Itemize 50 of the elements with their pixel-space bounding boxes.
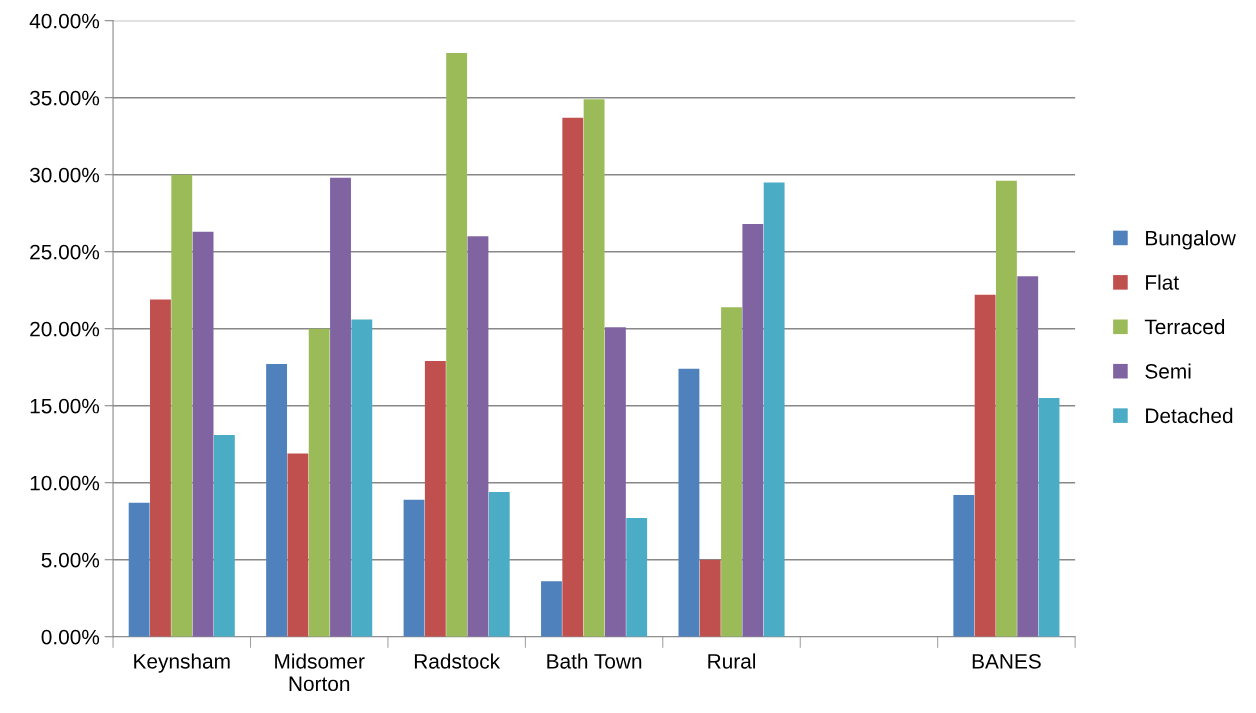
bar	[330, 177, 351, 637]
bar	[128, 502, 150, 637]
bar	[171, 174, 193, 637]
legend-label: Bungalow	[1146, 230, 1236, 250]
y-tick-label: 35.00%	[29, 90, 100, 106]
legend-label: Detached	[1146, 407, 1233, 424]
x-tick-label: Keynsham	[134, 653, 230, 673]
legend-label: Flat	[1146, 274, 1179, 290]
legend-label: Semi	[1145, 363, 1191, 379]
x-tick-label: Midsomer Norton	[275, 653, 365, 692]
bar	[626, 518, 648, 637]
x-tick-label: Radstock	[414, 653, 501, 669]
x-tick-label: Bath Town	[547, 653, 642, 669]
bar	[1038, 398, 1060, 637]
bar	[308, 328, 330, 637]
bar	[403, 499, 425, 637]
bar	[351, 319, 373, 637]
bar	[213, 434, 235, 637]
bar	[604, 327, 626, 637]
bar	[995, 180, 1017, 637]
legend-label: Terraced	[1144, 318, 1225, 335]
bar	[446, 53, 468, 637]
bar	[192, 231, 214, 637]
bar	[424, 361, 446, 637]
bar	[763, 182, 785, 637]
bar	[541, 581, 562, 637]
y-tick-label: 15.00%	[30, 398, 100, 414]
bar	[974, 294, 996, 637]
y-tick-label: 30.00%	[29, 167, 100, 183]
bar	[562, 117, 584, 637]
y-tick-label: 10.00%	[30, 475, 100, 491]
y-tick-label: 5.00%	[41, 552, 100, 568]
y-tick-label: 20.00%	[30, 321, 100, 337]
bar	[488, 491, 510, 637]
bar	[678, 368, 700, 637]
y-tick-label: 25.00%	[30, 244, 100, 260]
bar	[467, 236, 489, 637]
bar	[953, 495, 975, 637]
y-tick-label: 0.00%	[41, 629, 100, 645]
bar	[287, 453, 309, 637]
bar	[266, 364, 288, 637]
y-tick-label: 40.00%	[29, 13, 100, 29]
bar	[150, 299, 171, 637]
x-tick-label: BANES	[972, 653, 1041, 669]
bar	[742, 223, 764, 637]
bar	[583, 99, 605, 637]
bar	[699, 559, 721, 637]
x-tick-label: Rural	[708, 653, 756, 669]
bar	[1017, 276, 1039, 637]
bar	[721, 307, 742, 637]
